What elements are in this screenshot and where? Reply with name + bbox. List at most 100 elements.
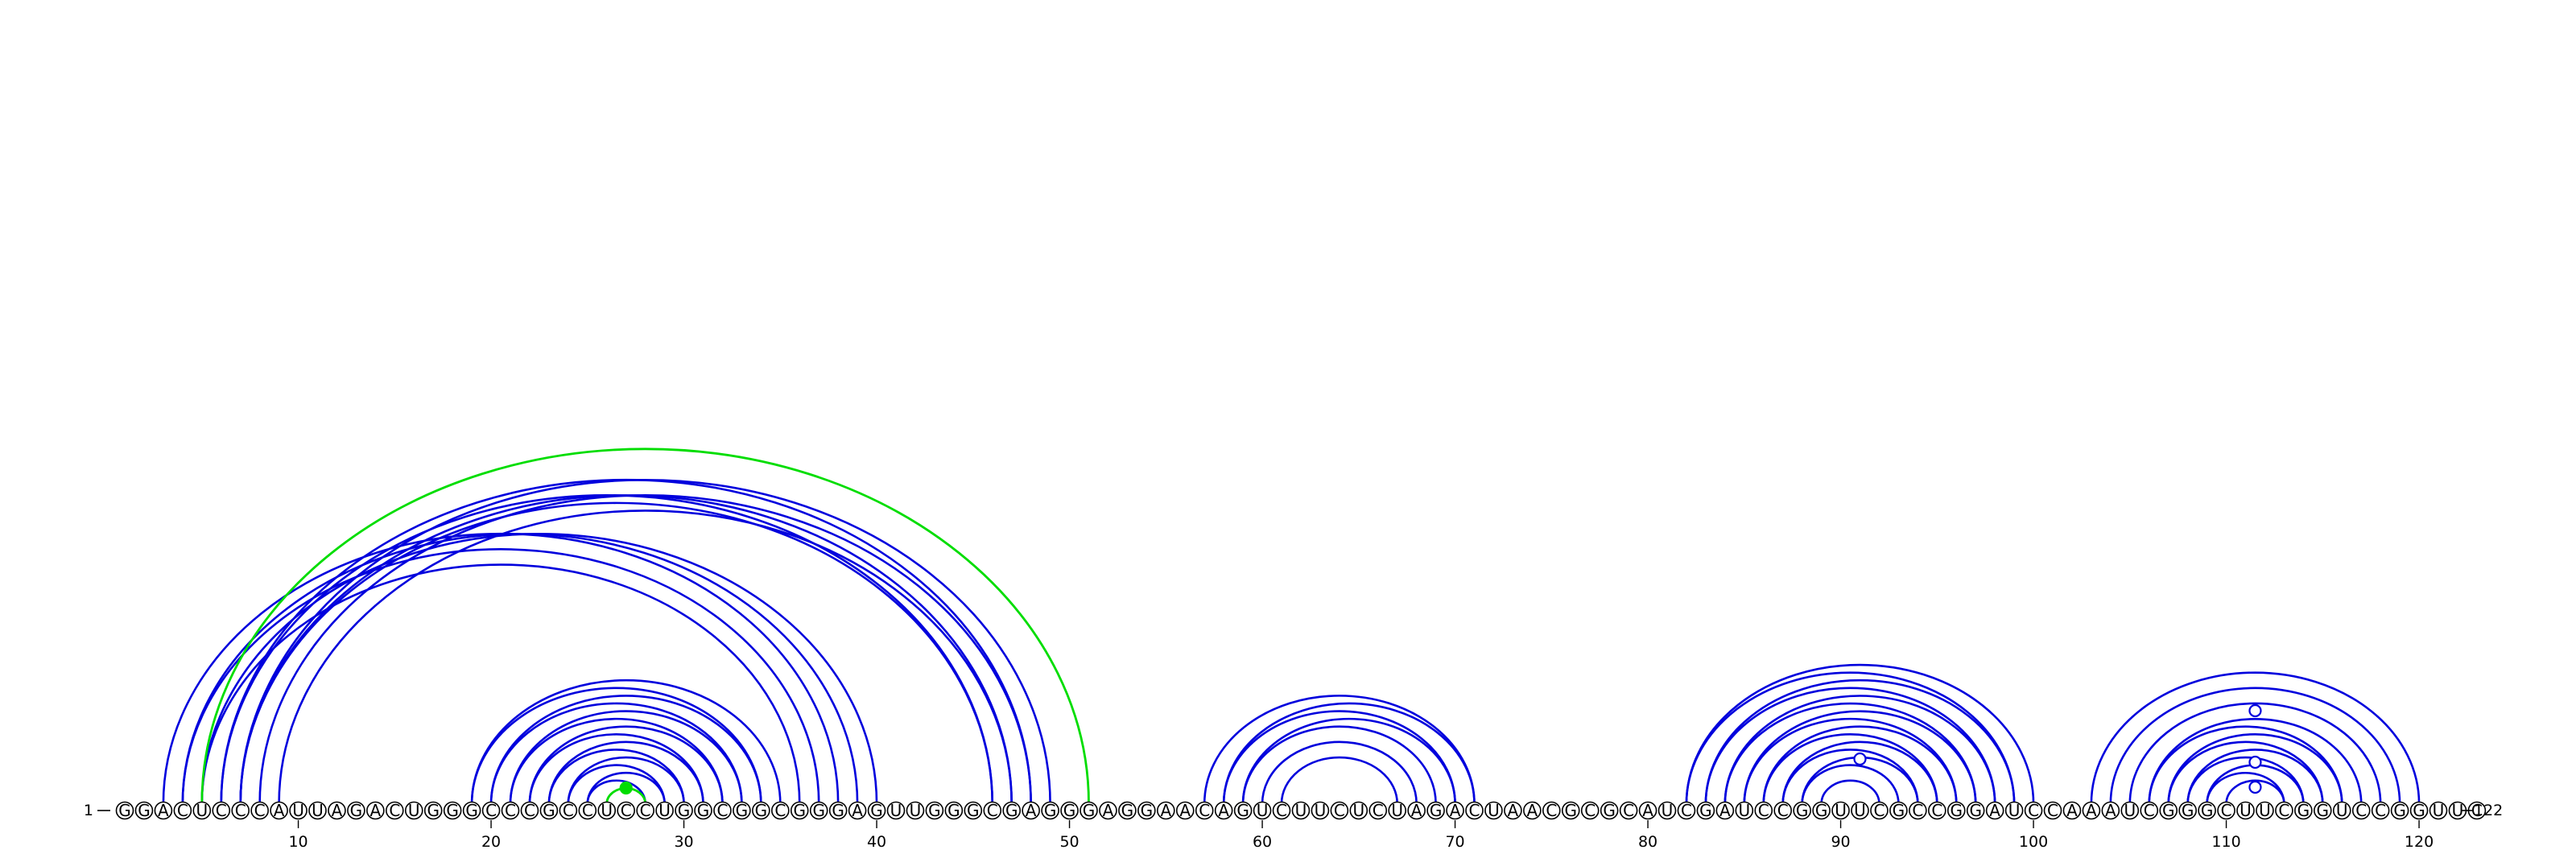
nucleotide-circle: [675, 801, 693, 820]
nucleotide-circle: [1426, 801, 1445, 820]
nucleotide-circle: [134, 801, 154, 820]
nucleotide: G: [115, 801, 134, 820]
nucleotide-letter: G: [350, 801, 363, 820]
nucleotide: G: [1966, 801, 1985, 820]
nucleotide: U: [2120, 801, 2140, 820]
nucleotide-circle: [1060, 801, 1079, 820]
nucleotide: U: [192, 801, 212, 820]
nucleotide-letter: C: [774, 801, 786, 820]
base-pair-arc: [2167, 732, 2343, 804]
nucleotide-circle: [366, 801, 385, 820]
nucleotide-circle: [733, 801, 751, 820]
nucleotide-letter: C: [582, 801, 593, 820]
nucleotide-circle: [462, 801, 481, 820]
nucleotide: C: [231, 801, 250, 820]
tick-label: 10: [288, 833, 308, 851]
nucleotide-circle: [212, 801, 231, 820]
nucleotide: A: [2082, 801, 2101, 820]
nucleotide: G: [2198, 801, 2216, 820]
nucleotide: A: [1985, 801, 2004, 820]
nucleotide-letter: U: [1738, 801, 1750, 820]
tick-label: 70: [1445, 833, 1464, 851]
nucleotide-circle: [636, 801, 654, 820]
nucleotide-circle: [1504, 801, 1522, 820]
nucleotide-circle: [250, 801, 269, 820]
nucleotide-circle: [231, 801, 250, 820]
nucleotide: C: [173, 801, 192, 820]
nucleotide-letter: G: [2182, 801, 2194, 820]
nucleotide-letter: G: [832, 801, 844, 820]
nucleotide: G: [1946, 801, 1966, 820]
base-pair-arc: [1704, 679, 2016, 804]
nucleotide-circle: [1677, 801, 1696, 820]
nucleotide-circle: [2332, 801, 2351, 820]
nucleotide-letter: U: [890, 801, 902, 820]
nucleotide: U: [2448, 801, 2467, 820]
base-pair-arc: [239, 501, 994, 804]
nucleotide: G: [828, 801, 848, 820]
nucleotide: G: [1060, 801, 1079, 820]
nucleotide-circle: [1272, 801, 1291, 820]
nucleotide: A: [2101, 801, 2120, 820]
nucleotide-circle: [1099, 801, 1117, 820]
nucleotide-circle: [2275, 801, 2293, 820]
nucleotide-circle: [308, 801, 327, 820]
nucleotide-letter: A: [1411, 801, 1422, 820]
nucleotide-circle: [2159, 801, 2178, 820]
nucleotide-letter: C: [235, 801, 246, 820]
nucleotide: C: [1619, 801, 1638, 820]
nucleotide-letter: C: [1777, 801, 1789, 820]
nucleotide-circle: [1696, 801, 1715, 820]
nucleotide-letter: U: [2008, 801, 2021, 820]
nucleotide: U: [906, 801, 925, 820]
nucleotide: U: [1831, 801, 1850, 820]
nucleotide-circle: [1523, 801, 1542, 820]
nucleotide-circle: [1041, 801, 1059, 820]
nucleotide: C: [2275, 801, 2293, 820]
base-pair-arc: [1743, 710, 1977, 804]
nucleotide-circle: [809, 801, 828, 820]
nucleotide: G: [675, 801, 693, 820]
nucleotide-circle: [2390, 801, 2409, 820]
nucleotide-letter: G: [2393, 801, 2406, 820]
start-label: 1: [84, 802, 93, 819]
base-pair-arc: [1280, 756, 1398, 804]
nucleotide-letter: G: [2413, 801, 2425, 820]
base-pair-arc: [2186, 756, 2305, 804]
nucleotide: C: [2467, 801, 2487, 820]
base-pair-arc: [1261, 740, 1418, 804]
nucleotide-circle: [1831, 801, 1850, 820]
nucleotide-circle: [1928, 801, 1946, 820]
nucleotide-circle: [1214, 801, 1233, 820]
nucleotide-letter: G: [870, 801, 883, 820]
nucleotide: U: [308, 801, 327, 820]
nucleotide-letter: C: [2375, 801, 2386, 820]
base-pair-arc: [1762, 725, 1958, 804]
nucleotide-letter: C: [563, 801, 574, 820]
nucleotide-circle: [1484, 801, 1503, 820]
nucleotide-letter: U: [2433, 801, 2445, 820]
nucleotide: U: [2236, 801, 2255, 820]
nucleotide-circle: [1851, 801, 1869, 820]
nucleotide: G: [2178, 801, 2197, 820]
nucleotide-letter: G: [1951, 801, 1963, 820]
nucleotide-letter: C: [485, 801, 497, 820]
nucleotide: C: [559, 801, 578, 820]
nucleotide: U: [655, 801, 674, 820]
nucleotide-letter: C: [1199, 801, 1210, 820]
filled-marker: [619, 781, 633, 795]
nucleotide: G: [694, 801, 712, 820]
nucleotide-letter: G: [1815, 801, 1828, 820]
base-pair-arc: [278, 509, 1013, 804]
nucleotide-letter: G: [427, 801, 440, 820]
nucleotide: U: [2004, 801, 2024, 820]
nucleotide-letter: C: [2355, 801, 2367, 820]
nucleotide-circle: [1118, 801, 1137, 820]
nucleotide-letter: G: [697, 801, 710, 820]
nucleotide-circle: [2004, 801, 2024, 820]
nucleotide-circle: [539, 801, 559, 820]
nucleotide-letter: G: [1063, 801, 1076, 820]
nucleotide-circle: [713, 801, 732, 820]
nucleotide-circle: [1600, 801, 1619, 820]
